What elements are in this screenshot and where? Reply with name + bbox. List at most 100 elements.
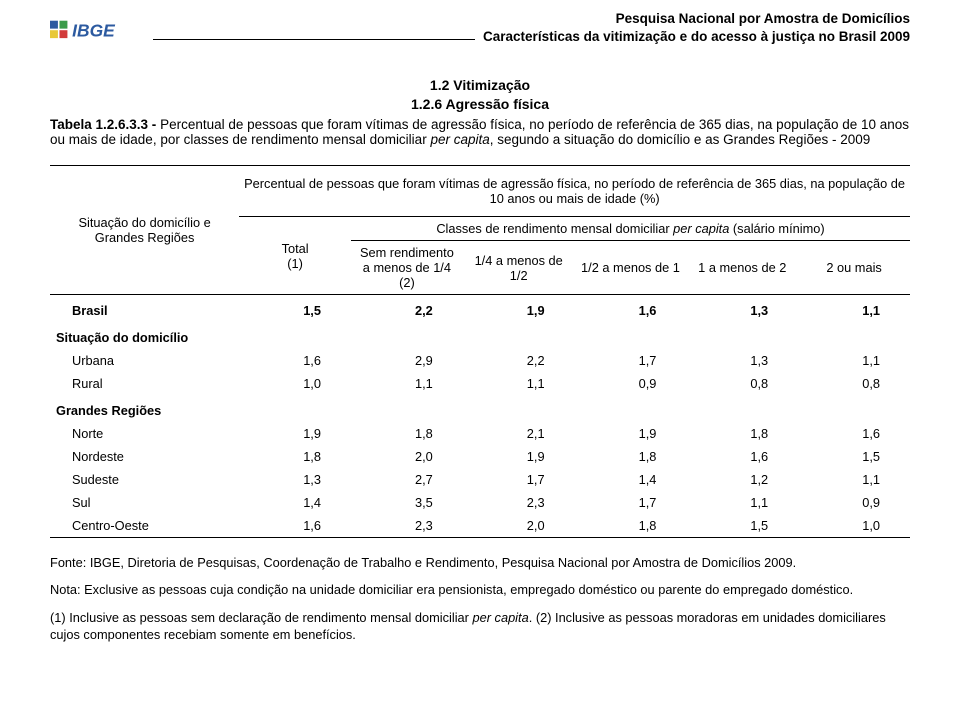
cell: 1,7 xyxy=(575,491,687,514)
col-total: Total (1) xyxy=(239,217,351,295)
footnote-n1-pre: (1) Inclusive as pessoas sem declaração … xyxy=(50,610,473,625)
cell: 1,5 xyxy=(798,445,910,468)
header-title-1: Pesquisa Nacional por Amostra de Domicíl… xyxy=(483,10,910,28)
cell: 2,9 xyxy=(351,349,463,372)
cell-label: Norte xyxy=(50,422,239,445)
cell: 1,8 xyxy=(575,445,687,468)
cell: 1,8 xyxy=(351,422,463,445)
page-header: IBGE Pesquisa Nacional por Amostra de Do… xyxy=(50,10,910,46)
table-caption: Tabela 1.2.6.3.3 - Percentual de pessoas… xyxy=(50,117,910,147)
cell: 1,2 xyxy=(686,468,798,491)
cell: 0,8 xyxy=(686,372,798,395)
row-centro-oeste: Centro-Oeste 1,6 2,3 2,0 1,8 1,5 1,0 xyxy=(50,514,910,538)
cell: 1,4 xyxy=(575,468,687,491)
cell: 1,8 xyxy=(575,514,687,538)
row-regioes-head: Grandes Regiões xyxy=(50,395,910,422)
cell: 1,5 xyxy=(686,514,798,538)
cell: 1,1 xyxy=(463,372,575,395)
cell-label: Urbana xyxy=(50,349,239,372)
cell: 1,1 xyxy=(798,468,910,491)
col-c5: 2 ou mais xyxy=(798,241,910,295)
ibge-logo-svg: IBGE xyxy=(50,17,145,45)
cell: 1,9 xyxy=(575,422,687,445)
cell: 1,4 xyxy=(239,491,351,514)
row-norte: Norte 1,9 1,8 2,1 1,9 1,8 1,6 xyxy=(50,422,910,445)
cell: 1,6 xyxy=(239,349,351,372)
caption-body2: , segundo a situação do domicílio e as G… xyxy=(490,132,871,147)
cell-label: Sul xyxy=(50,491,239,514)
cell: 1,7 xyxy=(575,349,687,372)
caption-italic: per capita xyxy=(430,132,489,147)
cell-label: Rural xyxy=(50,372,239,395)
col-c1: Sem rendimento a menos de 1/4 (2) xyxy=(351,241,463,295)
cell: 1,9 xyxy=(463,445,575,468)
section-line1: 1.2 Vitimização xyxy=(50,76,910,95)
logo-text: IBGE xyxy=(72,21,116,41)
ibge-logo: IBGE xyxy=(50,16,145,46)
cell: 1,1 xyxy=(351,372,463,395)
cell: 2,0 xyxy=(463,514,575,538)
footnote-defs: (1) Inclusive as pessoas sem declaração … xyxy=(50,609,910,644)
col-spanner2: Classes de rendimento mensal domiciliar … xyxy=(351,217,910,241)
data-table: Situação do domicílio e Grandes Regiões … xyxy=(50,165,910,538)
caption-prefix: Tabela 1.2.6.3.3 - xyxy=(50,117,160,132)
cell: 1,7 xyxy=(463,468,575,491)
footnote-nota: Nota: Exclusive as pessoas cuja condição… xyxy=(50,581,910,598)
cell: 1,1 xyxy=(686,491,798,514)
cell: 1,3 xyxy=(686,349,798,372)
col-stub: Situação do domicílio e Grandes Regiões xyxy=(50,166,239,295)
cell: 0,8 xyxy=(798,372,910,395)
row-brasil: Brasil 1,5 2,2 1,9 1,6 1,3 1,1 xyxy=(50,295,910,323)
cell: 1,3 xyxy=(686,295,798,323)
cell: 1,6 xyxy=(239,514,351,538)
cell: 3,5 xyxy=(351,491,463,514)
cell: 1,1 xyxy=(798,349,910,372)
cell: 1,0 xyxy=(239,372,351,395)
cell: 1,6 xyxy=(575,295,687,323)
col-spanner2-post: (salário mínimo) xyxy=(729,221,824,236)
cell: 1,9 xyxy=(463,295,575,323)
cell-label: Brasil xyxy=(50,295,239,323)
cell: 2,3 xyxy=(351,514,463,538)
header-rule xyxy=(153,39,475,40)
subhead-label: Situação do domicílio xyxy=(50,322,910,349)
cell: 0,9 xyxy=(798,491,910,514)
footnote-n1-it: per capita xyxy=(473,610,529,625)
cell: 1,3 xyxy=(239,468,351,491)
cell: 1,6 xyxy=(798,422,910,445)
section-line2: 1.2.6 Agressão física xyxy=(50,95,910,114)
footnotes: Fonte: IBGE, Diretoria de Pesquisas, Coo… xyxy=(50,554,910,643)
cell: 1,1 xyxy=(798,295,910,323)
cell: 2,1 xyxy=(463,422,575,445)
col-spanner2-pre: Classes de rendimento mensal domiciliar xyxy=(436,221,673,236)
row-urbana: Urbana 1,6 2,9 2,2 1,7 1,3 1,1 xyxy=(50,349,910,372)
header-title-2: Características da vitimização e do aces… xyxy=(483,28,910,46)
section-heading: 1.2 Vitimização 1.2.6 Agressão física xyxy=(50,76,910,114)
cell: 1,9 xyxy=(239,422,351,445)
footnote-fonte: Fonte: IBGE, Diretoria de Pesquisas, Coo… xyxy=(50,554,910,571)
cell: 2,3 xyxy=(463,491,575,514)
cell-label: Centro-Oeste xyxy=(50,514,239,538)
cell: 2,2 xyxy=(351,295,463,323)
cell-label: Nordeste xyxy=(50,445,239,468)
row-sul: Sul 1,4 3,5 2,3 1,7 1,1 0,9 xyxy=(50,491,910,514)
cell: 2,2 xyxy=(463,349,575,372)
row-situacao-head: Situação do domicílio xyxy=(50,322,910,349)
col-c4: 1 a menos de 2 xyxy=(686,241,798,295)
cell: 2,0 xyxy=(351,445,463,468)
subhead-label: Grandes Regiões xyxy=(50,395,910,422)
row-rural: Rural 1,0 1,1 1,1 0,9 0,8 0,8 xyxy=(50,372,910,395)
col-spanner1: Percentual de pessoas que foram vítimas … xyxy=(239,166,910,217)
cell-label: Sudeste xyxy=(50,468,239,491)
row-nordeste: Nordeste 1,8 2,0 1,9 1,8 1,6 1,5 xyxy=(50,445,910,468)
cell: 2,7 xyxy=(351,468,463,491)
header-titles: Pesquisa Nacional por Amostra de Domicíl… xyxy=(483,10,910,46)
cell: 1,6 xyxy=(686,445,798,468)
cell: 1,8 xyxy=(686,422,798,445)
cell: 1,0 xyxy=(798,514,910,538)
cell: 0,9 xyxy=(575,372,687,395)
col-c3: 1/2 a menos de 1 xyxy=(575,241,687,295)
cell: 1,8 xyxy=(239,445,351,468)
col-c2: 1/4 a menos de 1/2 xyxy=(463,241,575,295)
col-spanner2-it: per capita xyxy=(673,221,729,236)
